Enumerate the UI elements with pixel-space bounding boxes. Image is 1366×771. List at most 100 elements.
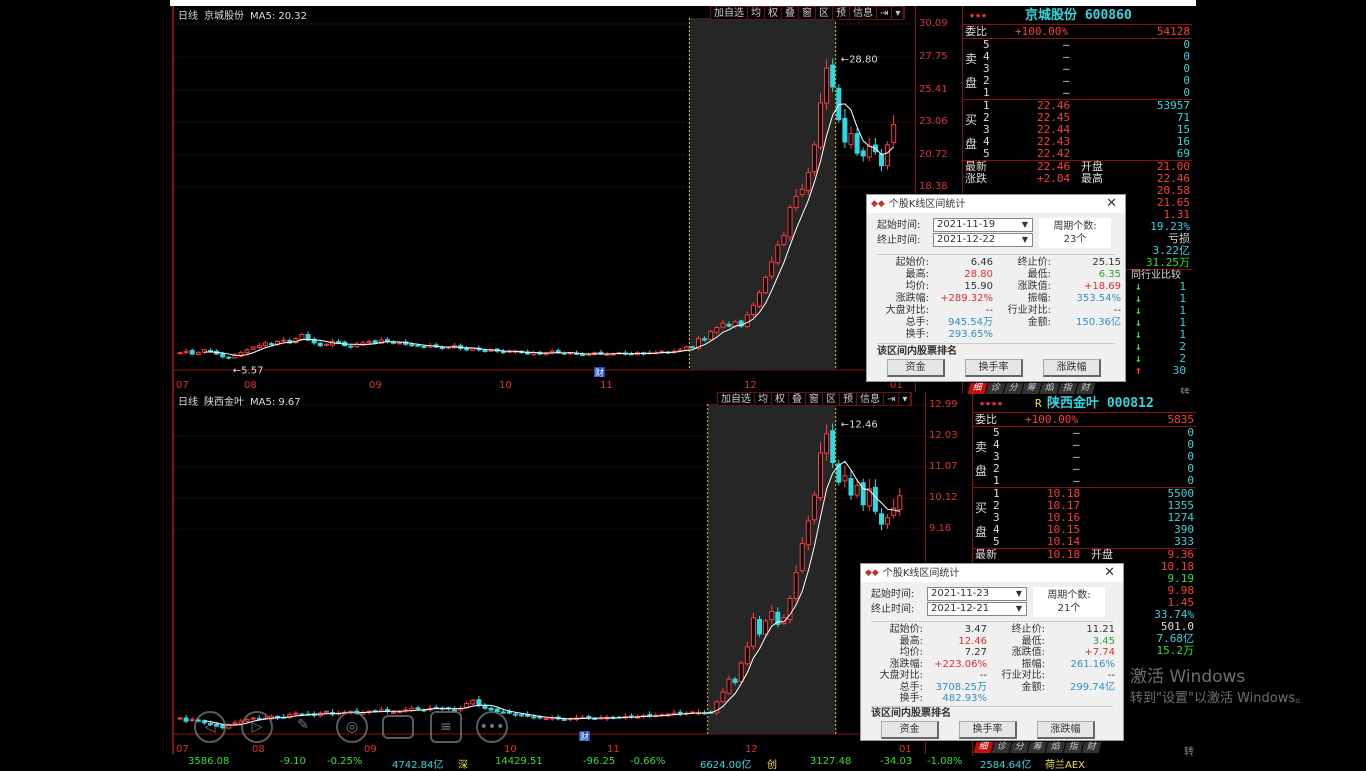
rank-button-2[interactable]: 涨跌幅 xyxy=(1037,721,1095,739)
toolbar-button-4[interactable]: 窗 xyxy=(799,7,816,19)
panel-tab-2[interactable]: 分 xyxy=(1003,383,1024,394)
price-tick: 23.06 xyxy=(919,116,948,127)
industry-compare-label: 同行业比较 xyxy=(1131,270,1181,281)
candle-up xyxy=(262,340,268,347)
toolbar-button-1[interactable]: 均 xyxy=(748,7,765,19)
toolbar-button-9[interactable]: ▾ xyxy=(892,7,905,19)
comment-icon[interactable]: ≡ xyxy=(430,711,462,743)
panel-tab-0[interactable]: 细 xyxy=(967,383,988,394)
toolbar-button-8[interactable]: ⇥ xyxy=(884,393,900,405)
camera-icon[interactable] xyxy=(382,715,414,739)
panel-tab-6[interactable]: 财 xyxy=(1075,383,1096,394)
toolbar-button-6[interactable]: 预 xyxy=(840,393,857,405)
panel-title: ★★★★ R 陕西金叶 000812 xyxy=(973,396,1196,412)
chart-title: 日线 陕西金叶 MA5: 9.67 xyxy=(178,393,307,408)
toolbar-button-3[interactable]: 叠 xyxy=(789,393,806,405)
toolbar-button-1[interactable]: 均 xyxy=(755,393,772,405)
toolbar-button-6[interactable]: 预 xyxy=(833,7,850,19)
candle-up xyxy=(750,612,756,650)
more-icon[interactable]: ••• xyxy=(476,711,508,743)
panel-tab-1[interactable]: 诊 xyxy=(991,742,1012,753)
volume: 0 xyxy=(1183,62,1190,75)
interval-stats-dialog[interactable]: ◆◆个股K线区间统计✕起始时间:2021-11-19终止时间:2021-12-2… xyxy=(866,194,1126,382)
volume: 0 xyxy=(1187,438,1194,451)
toolbar-button-0[interactable]: 加自选 xyxy=(718,393,755,405)
chart-stock-name: 陕西金叶 xyxy=(204,397,244,408)
panel-tab-3[interactable]: 筹 xyxy=(1027,742,1048,753)
panel-tab-3[interactable]: 筹 xyxy=(1021,383,1042,394)
panel-tab-4[interactable]: 焰 xyxy=(1045,742,1066,753)
pencil-icon[interactable]: ✎ xyxy=(297,717,309,733)
end-time-select[interactable]: 2021-12-21 xyxy=(927,602,1027,616)
rank-button-2[interactable]: 涨跌幅 xyxy=(1043,359,1101,377)
close-icon[interactable]: ✕ xyxy=(1104,565,1115,580)
stat-value: -- xyxy=(1113,305,1121,316)
candle-up xyxy=(275,340,281,347)
panel-tab-2[interactable]: 分 xyxy=(1009,742,1030,753)
toolbar-button-5[interactable]: 区 xyxy=(823,393,840,405)
status-item: -34.03 xyxy=(880,756,913,767)
candle-up xyxy=(891,115,897,146)
level: 4 xyxy=(983,50,990,63)
kline-plot[interactable]: ←12.4607080910111201财榜 xyxy=(174,392,927,754)
candle-up xyxy=(811,141,817,176)
stock-title: 京城股份 600860 xyxy=(1025,8,1132,23)
panel-tab-5[interactable]: 指 xyxy=(1057,383,1078,394)
start-time-select[interactable]: 2021-11-19 xyxy=(933,218,1033,232)
candle-up xyxy=(195,351,201,356)
stat-value: 6.46 xyxy=(970,257,993,268)
panel-tab-4[interactable]: 焰 xyxy=(1039,383,1060,394)
trend-arrow: ↓ xyxy=(1135,352,1142,365)
screenshot-icon[interactable]: ◎ xyxy=(336,711,368,743)
rank-button-0[interactable]: 资金 xyxy=(881,721,939,739)
panel-tab-0[interactable]: 细 xyxy=(973,742,994,753)
toolbar-button-3[interactable]: 叠 xyxy=(782,7,799,19)
rank-button-1[interactable]: 换手率 xyxy=(959,721,1017,739)
period-count: 周期个数: 23个 xyxy=(1039,218,1111,248)
interval-stats-dialog[interactable]: ◆◆个股K线区间统计✕起始时间:2021-11-23终止时间:2021-12-2… xyxy=(860,563,1124,741)
candle-down xyxy=(836,84,842,123)
toolbar-button-0[interactable]: 加自选 xyxy=(711,7,748,19)
event-marker[interactable] xyxy=(579,731,590,741)
panel-tab-6[interactable]: 财 xyxy=(1081,742,1102,753)
panel-tab-5[interactable]: 指 xyxy=(1063,742,1084,753)
windows-activation-hint: 转到"设置"以激活 Windows。 xyxy=(1130,691,1309,706)
rating-stars: ★★★★ xyxy=(979,398,1004,409)
dialog-titlebar[interactable]: ◆◆ 个股K线区间统计 xyxy=(861,564,1123,582)
toolbar-button-7[interactable]: 信息 xyxy=(857,393,884,405)
chart-title: 日线 京城股份 MA5: 20.32 xyxy=(178,7,313,22)
dialog-titlebar[interactable]: ◆◆ 个股K线区间统计 xyxy=(867,195,1125,213)
start-time-select[interactable]: 2021-11-23 xyxy=(927,587,1027,601)
toolbar-button-2[interactable]: 权 xyxy=(765,7,782,19)
panel-tab-1[interactable]: 诊 xyxy=(985,383,1006,394)
toolbar-button-9[interactable]: ▾ xyxy=(899,393,912,405)
event-marker-label[interactable]: 财 xyxy=(595,367,604,379)
kline-chart-jingcheng[interactable]: ←28.80 ←5.57 07 08 09 10 11 12 01 财 日线 京城股份 MA5: 20… xyxy=(172,6,917,392)
buy-level: 1 10.18 5500 xyxy=(973,488,1196,500)
candle-down xyxy=(519,713,525,718)
end-time-select[interactable]: 2021-12-22 xyxy=(933,233,1033,247)
status-item: 3127.48 xyxy=(810,756,852,767)
rewind-icon[interactable]: ◁ xyxy=(194,711,226,743)
quote-value: 9.36 xyxy=(1167,548,1195,561)
rank-button-0[interactable]: 资金 xyxy=(887,359,945,377)
weibi-row: 委比 +100.00% 54128 xyxy=(963,26,1192,38)
close-icon[interactable]: ✕ xyxy=(1106,196,1117,211)
event-marker-label[interactable]: 财 xyxy=(580,731,589,743)
kline-plot[interactable]: ←28.80 ←5.57 07 08 09 10 11 12 01 财 xyxy=(174,6,917,392)
toolbar-button-4[interactable]: 窗 xyxy=(806,393,823,405)
toolbar-button-2[interactable]: 权 xyxy=(772,393,789,405)
stat-label: 起始价: xyxy=(895,257,929,268)
candle-up xyxy=(531,350,537,357)
candle-up xyxy=(238,350,244,358)
play-icon[interactable]: ▷ xyxy=(241,711,273,743)
rank-button-1[interactable]: 换手率 xyxy=(965,359,1023,377)
period-count-label: 周期个数: xyxy=(1047,590,1091,601)
toolbar-button-5[interactable]: 区 xyxy=(816,7,833,19)
toolbar-button-8[interactable]: ⇥ xyxy=(877,7,893,19)
toolbar-button-7[interactable]: 信息 xyxy=(850,7,877,19)
sell-level: 2 — 0 xyxy=(963,75,1192,87)
event-marker[interactable] xyxy=(594,367,605,377)
candle-up xyxy=(781,231,787,247)
